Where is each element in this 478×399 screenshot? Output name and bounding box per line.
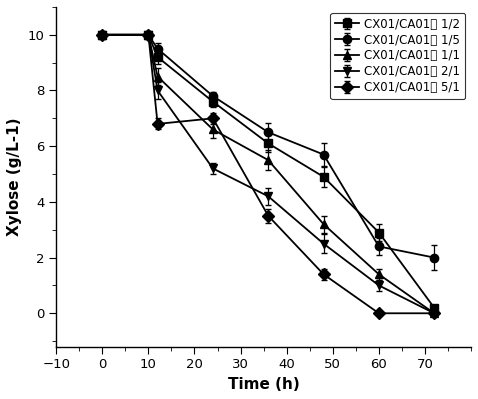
Y-axis label: Xylose (g/L-1): Xylose (g/L-1) <box>7 118 22 236</box>
X-axis label: Time (h): Time (h) <box>228 377 300 392</box>
Legend: CX01/CA01： 1/2, CX01/CA01： 1/5, CX01/CA01： 1/1, CX01/CA01： 2/1, CX01/CA01： 5/1: CX01/CA01： 1/2, CX01/CA01： 1/5, CX01/CA0… <box>330 13 465 99</box>
